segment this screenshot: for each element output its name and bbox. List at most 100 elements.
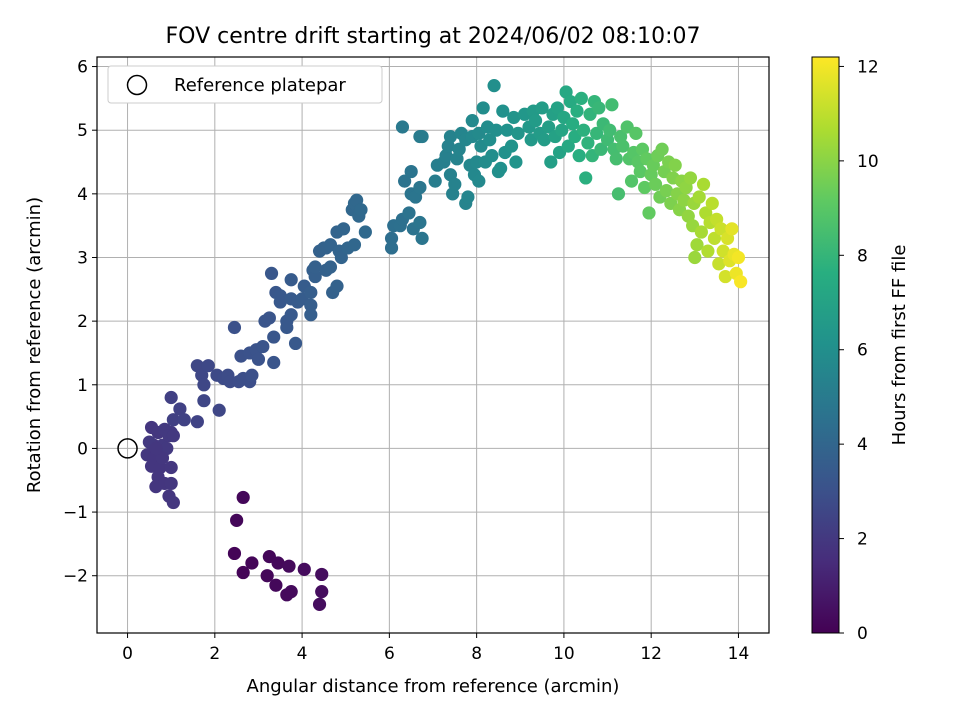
data-point xyxy=(358,225,372,239)
data-point xyxy=(718,269,732,284)
data-point xyxy=(443,129,458,144)
data-point xyxy=(166,495,180,510)
data-point xyxy=(384,241,399,255)
data-point xyxy=(579,171,593,185)
data-point xyxy=(542,120,556,134)
x-tick-label: 10 xyxy=(553,644,575,664)
colorbar: 0 2 4 6 8 10 12 Hours from first FF file xyxy=(811,56,910,644)
x-tick-label: 8 xyxy=(471,644,482,664)
colorbar-tick-label: 10 xyxy=(857,152,879,172)
data-point xyxy=(452,142,466,156)
data-point xyxy=(413,180,427,195)
y-axis-ticks: −2 −1 0 1 2 3 4 5 6 xyxy=(63,58,97,587)
scatter-points xyxy=(140,79,748,611)
x-tick-label: 4 xyxy=(297,644,308,664)
data-point xyxy=(642,206,656,220)
y-tick-label: 5 xyxy=(77,121,88,141)
data-point xyxy=(696,177,711,191)
data-point xyxy=(230,513,244,527)
data-point xyxy=(304,298,318,312)
plot-frame xyxy=(96,56,770,634)
data-point xyxy=(714,222,728,236)
data-point xyxy=(504,139,519,153)
data-point xyxy=(731,250,746,265)
data-point xyxy=(537,133,551,147)
data-point xyxy=(616,139,630,153)
data-point xyxy=(572,149,586,163)
data-point xyxy=(725,222,739,236)
data-point xyxy=(304,308,318,322)
data-point xyxy=(315,567,329,582)
data-point xyxy=(485,149,499,163)
x-tick-label: 14 xyxy=(728,644,750,664)
data-point xyxy=(284,585,298,599)
data-point xyxy=(334,250,348,265)
data-point xyxy=(245,368,259,382)
data-point xyxy=(570,104,584,118)
data-point xyxy=(544,155,558,169)
x-tick-label: 2 xyxy=(209,644,220,664)
data-point xyxy=(395,120,410,134)
y-tick-label: 2 xyxy=(77,312,88,332)
data-point xyxy=(550,101,564,115)
data-point xyxy=(576,123,591,137)
data-point xyxy=(177,413,191,427)
y-axis-label: Rotation from reference (arcmin) xyxy=(24,197,45,493)
y-tick-label: 3 xyxy=(77,248,88,268)
data-point xyxy=(308,260,322,274)
colorbar-tick-label: 12 xyxy=(857,57,879,77)
data-point xyxy=(668,158,682,172)
data-point xyxy=(707,231,722,245)
y-tick-label: 4 xyxy=(77,185,88,205)
data-point xyxy=(155,451,170,465)
data-point xyxy=(245,556,259,570)
data-point xyxy=(494,161,508,175)
colorbar-tick-label: 8 xyxy=(857,246,868,266)
data-point xyxy=(201,359,215,373)
data-point xyxy=(304,285,318,300)
data-point xyxy=(624,174,639,188)
data-point xyxy=(164,390,178,405)
chart-title: FOV centre drift starting at 2024/06/02 … xyxy=(166,24,701,49)
data-point xyxy=(264,266,279,280)
data-point xyxy=(415,231,429,245)
data-point xyxy=(734,275,748,289)
x-axis-label: Angular distance from reference (arcmin) xyxy=(247,676,620,697)
data-point xyxy=(603,123,617,137)
data-point xyxy=(251,352,266,366)
colorbar-tick-label: 4 xyxy=(857,435,868,455)
data-point xyxy=(256,339,270,354)
data-point xyxy=(489,123,503,137)
data-point xyxy=(555,123,569,137)
data-point xyxy=(428,174,442,188)
data-point xyxy=(472,174,486,188)
data-point xyxy=(648,177,663,191)
y-tick-label: 0 xyxy=(77,439,88,459)
x-axis-ticks: 0 2 4 6 8 10 12 14 xyxy=(122,633,749,664)
data-point xyxy=(212,403,226,417)
grid-lines xyxy=(97,57,769,633)
data-point xyxy=(605,98,619,112)
data-point xyxy=(227,546,242,561)
data-point xyxy=(267,330,281,344)
data-point xyxy=(461,190,475,204)
data-point xyxy=(297,562,311,576)
data-point xyxy=(271,556,285,570)
data-point xyxy=(574,91,588,105)
y-tick-label: 1 xyxy=(77,376,88,396)
data-point xyxy=(166,429,180,443)
colorbar-tick-label: 2 xyxy=(857,530,868,550)
data-point xyxy=(323,260,338,274)
data-point xyxy=(415,129,429,144)
data-point xyxy=(398,174,412,188)
data-point xyxy=(638,180,652,195)
data-point xyxy=(716,244,730,258)
legend-label: Reference platepar xyxy=(174,75,346,96)
data-point xyxy=(273,295,287,309)
data-point xyxy=(712,257,726,271)
data-point xyxy=(330,279,344,293)
colorbar-label: Hours from first FF file xyxy=(889,245,910,446)
data-point xyxy=(592,101,606,115)
y-tick-label: −2 xyxy=(63,567,88,587)
data-point xyxy=(413,215,427,230)
